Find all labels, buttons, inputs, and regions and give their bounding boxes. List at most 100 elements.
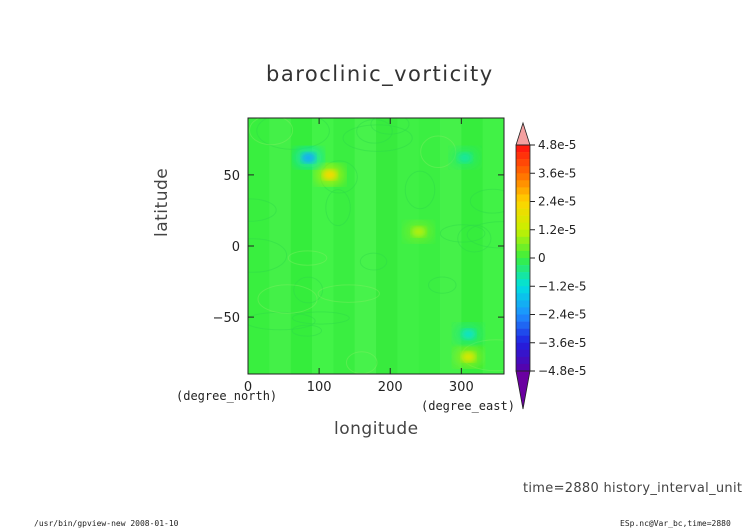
- background-stripe: [440, 118, 462, 374]
- texture-swirl: [248, 198, 277, 222]
- x-axis-label: longitude: [334, 419, 419, 439]
- colorbar-band: [516, 145, 530, 153]
- colorbar-band: [516, 349, 530, 358]
- colorbar-band: [516, 300, 530, 308]
- texture-swirl: [287, 250, 328, 266]
- time-annotation: time=2880 history_interval_unit: [523, 481, 742, 496]
- feature-core: [411, 226, 426, 237]
- texture-swirl: [342, 124, 413, 152]
- background-stripe: [269, 118, 292, 374]
- colorbar-tick-label: 3.6e-5: [538, 166, 576, 180]
- vorticity-feature: [404, 221, 433, 242]
- x-tick-label: 100: [307, 380, 332, 395]
- texture-swirl: [248, 238, 288, 273]
- texture-swirl: [256, 118, 330, 150]
- feature-core: [461, 351, 476, 362]
- colorbar-tick-label: 4.8e-5: [538, 138, 576, 152]
- colorbar-extend-min: [515, 370, 531, 410]
- colorbar-band: [516, 222, 530, 231]
- colorbar-band: [516, 243, 530, 252]
- y-tick-label: −50: [213, 311, 240, 326]
- colorbar-band: [516, 286, 530, 294]
- vorticity-feature: [450, 147, 479, 168]
- texture-swirl: [293, 276, 324, 304]
- texture-swirl: [427, 276, 457, 294]
- texture-swirl: [404, 170, 436, 210]
- colorbar-band: [516, 166, 530, 174]
- background-stripe: [397, 118, 420, 374]
- colorbar-band: [516, 293, 530, 301]
- colorbar-tick-label: 0: [538, 251, 546, 265]
- colorbar-band: [516, 272, 530, 280]
- texture-swirl: [370, 118, 410, 135]
- colorbar-extend-max: [515, 121, 531, 146]
- feature-core: [322, 169, 337, 180]
- colorbar-band: [516, 229, 530, 238]
- colorbar-band: [516, 180, 530, 188]
- colorbar-band: [516, 250, 530, 259]
- colorbar-band: [516, 159, 530, 167]
- colorbar-band: [516, 363, 530, 372]
- texture-swirl: [248, 311, 316, 331]
- y-axis-label: latitude: [152, 167, 172, 237]
- colorbar-band: [516, 236, 530, 245]
- vorticity-feature: [454, 346, 483, 367]
- vorticity-feature: [294, 147, 323, 168]
- y-axis-unit: (degree_north): [176, 389, 278, 403]
- colorbar-band: [516, 258, 530, 266]
- colorbar-band: [516, 173, 530, 181]
- background-stripe: [461, 118, 484, 374]
- colorbar-tick-label: −1.2e-5: [538, 279, 587, 293]
- texture-swirl: [325, 189, 351, 227]
- texture-swirl: [291, 311, 350, 325]
- background-stripe: [248, 118, 270, 374]
- texture-swirl: [291, 324, 323, 337]
- colorbar-band: [516, 208, 530, 216]
- colorbar-band: [516, 194, 530, 202]
- colorbar-band: [516, 314, 530, 322]
- texture-swirl: [466, 221, 504, 249]
- x-tick-label: 300: [449, 380, 474, 395]
- colorbar-tick-label: −2.4e-5: [538, 308, 587, 322]
- texture-swirl: [359, 252, 388, 271]
- y-tick-label: 50: [223, 169, 240, 184]
- background-stripe: [418, 118, 441, 374]
- colorbar-band: [516, 335, 530, 344]
- feature-core: [461, 329, 476, 340]
- colorbar-band: [516, 307, 530, 315]
- colorbar-band: [516, 356, 530, 365]
- texture-swirl: [469, 188, 504, 214]
- colorbar-band: [516, 152, 530, 160]
- texture-swirl: [317, 284, 380, 303]
- colorbar-band: [516, 328, 530, 336]
- colorbar-tick-label: 1.2e-5: [538, 223, 576, 237]
- texture-swirl: [249, 118, 294, 146]
- footer-program: /usr/bin/gpview-new 2008-01-10: [34, 519, 179, 528]
- vorticity-feature: [454, 324, 483, 345]
- x-tick-label: 200: [378, 380, 403, 395]
- footer-source: ESp.nc@Var_bc,time=2880: [620, 519, 731, 528]
- colorbar-band: [516, 321, 530, 329]
- texture-swirl: [457, 224, 492, 253]
- vorticity-feature: [315, 164, 344, 185]
- x-axis-unit: (degree_east): [421, 399, 515, 413]
- colorbar-band: [516, 265, 530, 273]
- texture-swirl: [439, 224, 486, 243]
- colorbar-band: [516, 187, 530, 195]
- colorbar-band: [516, 201, 530, 209]
- background-stripe: [333, 118, 356, 374]
- colorbar-band: [516, 215, 530, 223]
- feature-core: [457, 152, 472, 163]
- time-units: history_interval_unit: [603, 481, 743, 496]
- background-stripe: [354, 118, 377, 374]
- background-stripe: [290, 118, 313, 374]
- background-stripe: [482, 118, 504, 374]
- colorbar-tick-label: 2.4e-5: [538, 195, 576, 209]
- texture-swirl: [356, 118, 393, 144]
- colorbar-tick-label: −4.8e-5: [538, 364, 587, 378]
- feature-core: [301, 152, 316, 163]
- texture-swirl: [257, 284, 318, 314]
- background-stripe: [376, 118, 398, 374]
- colorbar-band: [516, 342, 530, 351]
